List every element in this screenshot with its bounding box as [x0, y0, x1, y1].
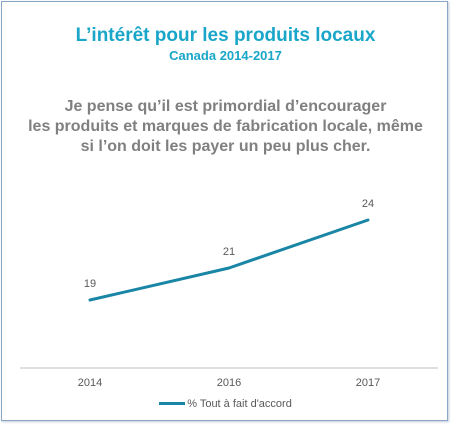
- data-label-2017: 24: [362, 198, 374, 210]
- survey-statement: Je pense qu’il est primordial d’encourag…: [0, 97, 451, 157]
- statement-line-1: Je pense qu’il est primordial d’encourag…: [64, 98, 387, 115]
- x-tick-label-2016: 2016: [217, 377, 241, 389]
- x-tick-label-2017: 2017: [356, 377, 380, 389]
- statement-line-3: si l’on doit les payer un peu plus cher.: [80, 138, 371, 155]
- chart-title: L’intérêt pour les produits locaux: [75, 25, 376, 46]
- x-tick-label-2014: 2014: [78, 377, 102, 389]
- data-label-2014: 19: [84, 278, 96, 290]
- x-tick-labels: 2014 2016 2017: [78, 377, 380, 389]
- data-labels: 19 21 24: [84, 198, 374, 290]
- statement-line-2: les produits et marques de fabrication l…: [28, 118, 423, 135]
- series-line: [88, 218, 370, 302]
- legend: % Tout à fait d'accord: [0, 398, 451, 410]
- legend-line-swatch: [159, 401, 186, 405]
- chart-subtitle: Canada 2014-2017: [169, 48, 282, 63]
- legend-label: % Tout à fait d'accord: [187, 398, 292, 410]
- data-label-2016: 21: [223, 246, 235, 258]
